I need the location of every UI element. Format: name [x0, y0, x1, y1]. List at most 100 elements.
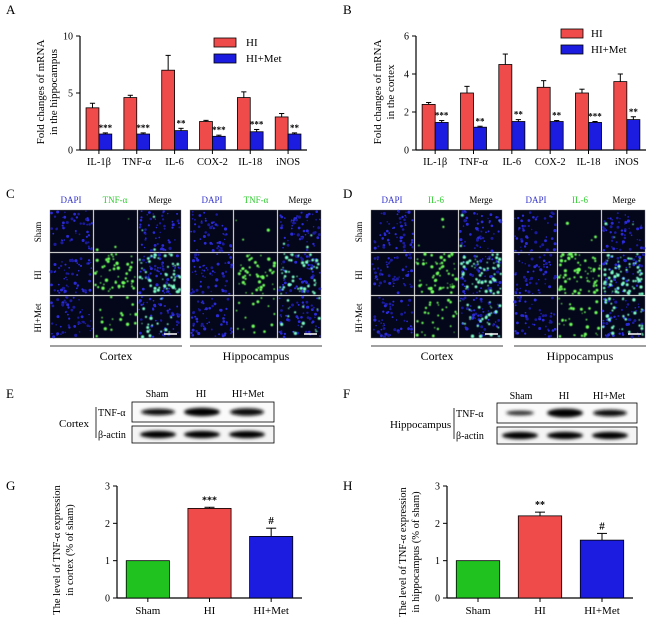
x-tick-label: HI+Met: [253, 605, 289, 617]
panel-f-hippocampus-western-blot: Sham HI HI+Met Hippocampus TNF-α β-actin: [390, 391, 638, 445]
x-tick-label: Sham: [135, 605, 161, 617]
micrograph-cells: [514, 253, 558, 295]
blot-group-hi: HI: [559, 391, 570, 402]
y-tick-label: 3: [105, 482, 110, 493]
x-tick-label: TNF-α: [459, 157, 488, 168]
micrograph-tile: [189, 295, 234, 339]
blot-band: [230, 408, 264, 416]
significance-mark: **: [514, 110, 524, 120]
legend-label-hi: HI: [591, 28, 603, 40]
bar-hi-met: [174, 130, 188, 151]
region-label-cortex: Cortex: [421, 349, 454, 363]
micrograph-cells: [565, 221, 597, 242]
y-tick-label: 10: [63, 32, 73, 43]
blot-band: [547, 431, 583, 440]
chart-a-ylabel-line2: in the hippocampus: [48, 49, 60, 135]
y-tick-label: 6: [404, 32, 409, 43]
region-label-hippocampus: Hippocampus: [223, 349, 290, 363]
micrograph-cells: [50, 210, 94, 251]
significance-mark: ***: [588, 112, 602, 122]
blot-tissue-label: Cortex: [59, 418, 89, 430]
micrograph-tile: [49, 209, 94, 253]
micrograph-cells: [415, 252, 459, 294]
micrograph-cells: [558, 297, 601, 338]
micrograph-cells: [237, 254, 277, 295]
blot-band: [506, 410, 534, 416]
bar-hi-met: [434, 122, 449, 151]
bar-hi: [161, 69, 175, 151]
chart-b-ylabel-line2: in the cortex: [385, 64, 397, 119]
x-tick-label: IL-1β: [87, 157, 111, 168]
y-tick-label: 1: [105, 556, 110, 567]
micrograph-cells: [138, 252, 182, 296]
bar-hi-met: [626, 119, 641, 151]
bar-hi: [187, 507, 232, 599]
bar-hi: [536, 86, 551, 151]
significance-mark: ***: [136, 123, 150, 133]
x-tick-label: COX-2: [197, 157, 228, 168]
bar-hi: [123, 97, 138, 151]
micrograph-cells: [235, 297, 276, 334]
micrograph-cells: [190, 210, 233, 253]
panel-e-cortex-western-blot: Sham HI HI+Met Cortex TNF-α β-actin: [59, 389, 275, 444]
x-tick-label: TNF-α: [122, 157, 151, 168]
legend-swatch-met: [560, 44, 584, 55]
micrograph-cells: [513, 295, 557, 338]
legend-swatch-met: [213, 53, 237, 64]
col-label-merge: Merge: [612, 195, 635, 205]
micrograph-tile: [93, 209, 138, 253]
chart-a-legend: HI HI+Met: [213, 37, 282, 65]
bar-sham: [125, 560, 170, 599]
bar-hi: [421, 104, 436, 151]
row-label-sham: Sham: [33, 222, 43, 243]
row-label-himet: HI+Met: [354, 303, 364, 333]
bar-hi: [613, 81, 628, 151]
micrograph-tile: [233, 209, 278, 253]
significance-mark: ***: [99, 123, 113, 133]
bar-hi: [575, 92, 589, 151]
chart-h-ylabel-line2: in hippocampus (% of sham): [411, 491, 422, 613]
col-label-tnf: TNF-α: [103, 195, 128, 205]
legend-label-met: HI+Met: [246, 53, 282, 65]
micrograph-tile: [370, 209, 415, 253]
bar-hi: [517, 515, 563, 599]
chart-h-ylabel-line1: The level of TNF-α expression: [398, 486, 409, 616]
y-tick-label: 2: [105, 519, 110, 530]
y-tick-label: 0: [105, 594, 110, 605]
x-tick-label: IL-6: [165, 157, 184, 168]
col-label-dapi: DAPI: [525, 195, 546, 205]
col-label-dapi: DAPI: [201, 195, 222, 205]
significance-mark: ***: [202, 495, 217, 506]
x-tick-label: IL-6: [502, 157, 521, 168]
micrograph-cells: [418, 217, 445, 247]
chart-g-cortex-tnf-level: The level of TNF-α expression in cortex …: [52, 482, 302, 617]
micrograph-tile: [49, 295, 94, 339]
bar-hi-met: [98, 133, 113, 151]
significance-mark: ***: [435, 111, 449, 121]
bar-hi: [85, 107, 100, 151]
panel-label-b: B: [343, 2, 352, 17]
micrograph-cells: [372, 296, 414, 338]
micrograph-cells: [557, 252, 601, 295]
significance-mark: **: [476, 116, 486, 126]
panel-label-a: A: [6, 2, 16, 17]
col-label-merge: Merge: [469, 195, 492, 205]
x-tick-label: IL-1β: [423, 157, 447, 168]
blot-band: [229, 430, 265, 439]
col-label-dapi: DAPI: [60, 195, 81, 205]
x-tick-label: IL-18: [577, 157, 601, 168]
y-tick-label: 2: [404, 108, 409, 119]
micrograph-cells: [602, 212, 646, 252]
chart-g-ylabel-line1: The level of TNF-α expression: [52, 484, 63, 614]
bar-hi-met: [249, 131, 264, 151]
micrograph-cells: [93, 253, 136, 292]
y-tick-label: 4: [404, 70, 409, 81]
micrograph-cells: [278, 253, 322, 295]
x-tick-label: HI: [534, 605, 546, 617]
micrograph-cells: [514, 211, 557, 252]
bar-hi-met: [549, 121, 564, 151]
y-tick-label: 1: [435, 556, 440, 567]
bar-hi-met: [249, 536, 294, 599]
bar-hi: [460, 92, 474, 151]
